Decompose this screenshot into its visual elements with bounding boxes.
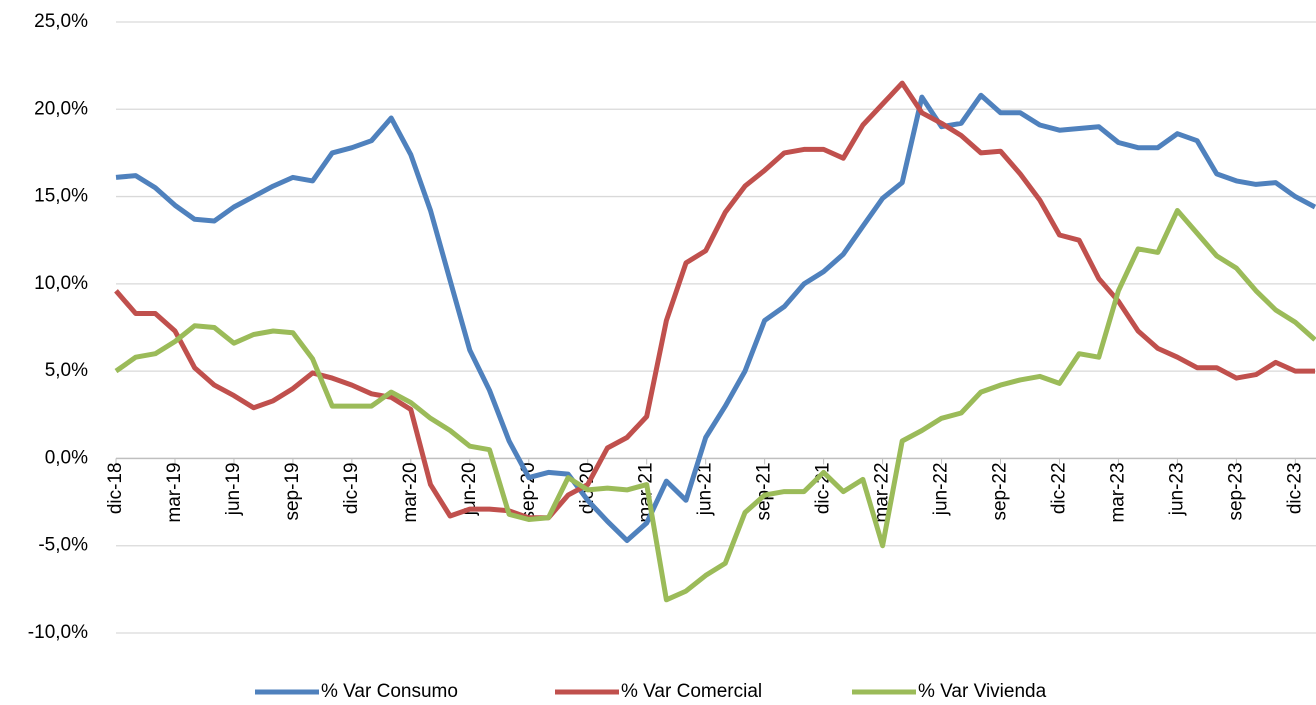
x-tick-label: sep-23 <box>1225 462 1246 520</box>
x-tick-label: dic-23 <box>1284 462 1305 514</box>
x-tick-label: mar-19 <box>164 462 185 522</box>
x-tick-label: sep-22 <box>990 462 1011 520</box>
x-tick-label: jun-22 <box>931 462 952 516</box>
series-line <box>114 208 1316 603</box>
x-tick-label: mar-20 <box>400 462 421 522</box>
y-tick-label: 15,0% <box>34 186 88 207</box>
x-tick-label: jun-19 <box>223 462 244 516</box>
x-tick-label: jun-20 <box>459 462 480 516</box>
x-tick-label: mar-23 <box>1107 462 1128 522</box>
series-line <box>115 92 1316 543</box>
y-tick-label: 0,0% <box>45 447 88 468</box>
x-tick-label: sep-19 <box>282 462 303 520</box>
x-tick-label: sep-21 <box>754 462 775 520</box>
legend-label: % Var Vivienda <box>918 681 1047 702</box>
legend-label: % Var Consumo <box>321 681 458 702</box>
legend-label: % Var Comercial <box>621 681 762 702</box>
x-tick-label: jun-23 <box>1166 462 1187 516</box>
x-tick-label: sep-20 <box>518 462 539 520</box>
y-tick-label: 10,0% <box>34 273 88 294</box>
y-tick-label: -5,0% <box>38 535 88 556</box>
x-tick-label: dic-19 <box>341 462 362 514</box>
y-tick-label: 25,0% <box>34 11 88 32</box>
x-tick-label: jun-21 <box>695 462 716 516</box>
y-tick-label: -10,0% <box>28 622 88 643</box>
x-tick-label: dic-22 <box>1048 462 1069 514</box>
x-tick-label: dic-18 <box>105 462 126 514</box>
y-tick-label: 20,0% <box>34 98 88 119</box>
y-tick-label: 5,0% <box>45 360 88 381</box>
